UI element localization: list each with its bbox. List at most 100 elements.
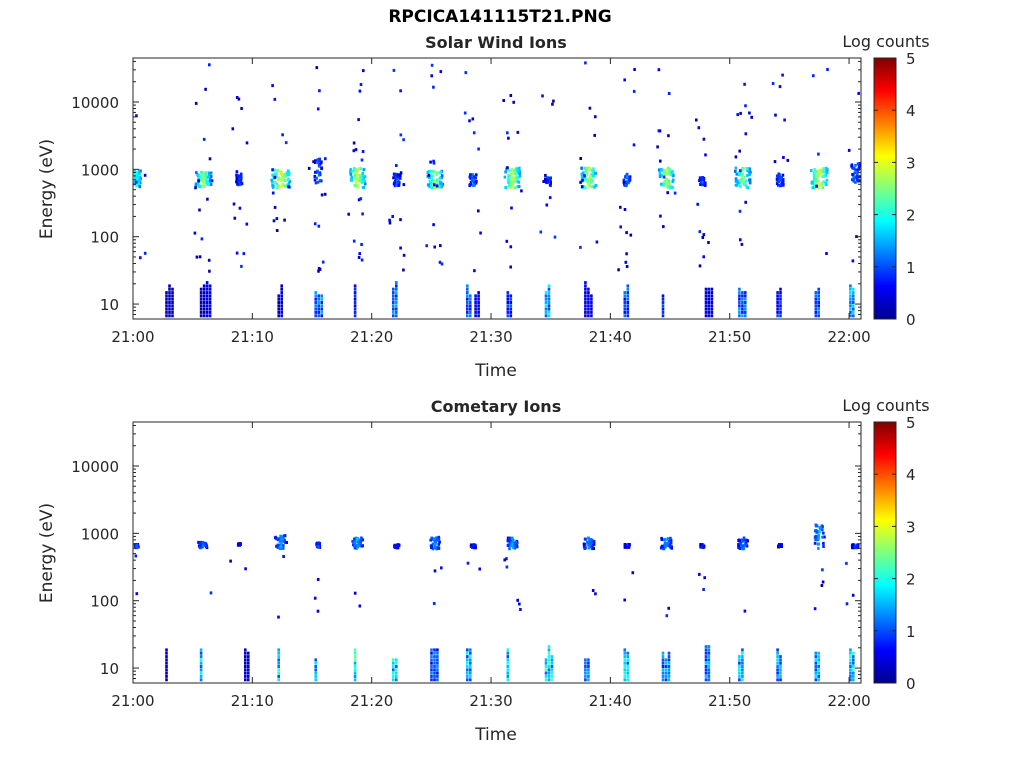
ion-cell — [395, 184, 398, 187]
low-energy-cell — [584, 314, 587, 318]
low-energy-cell — [626, 287, 630, 291]
ion-cell — [742, 536, 746, 540]
ion-cell — [359, 167, 362, 171]
ion-cell — [740, 540, 744, 544]
low-energy-cell — [849, 314, 852, 318]
low-energy-cell — [477, 291, 480, 295]
ion-cell — [625, 175, 629, 179]
background-count-cell — [659, 214, 662, 218]
ion-cell — [355, 170, 358, 174]
low-energy-cell — [587, 678, 590, 682]
ion-cell — [280, 543, 283, 546]
low-energy-cell — [433, 671, 436, 675]
background-count-cell — [619, 225, 622, 229]
background-count-cell — [430, 74, 433, 78]
ion-cell — [468, 182, 472, 186]
low-energy-cell — [817, 661, 820, 665]
x-axis-label: Time — [474, 725, 517, 745]
low-energy-cell — [584, 658, 587, 662]
background-count-cell — [143, 173, 147, 177]
low-energy-cell — [707, 310, 711, 314]
background-count-cell — [466, 561, 470, 565]
low-energy-cell — [320, 314, 323, 318]
ion-cell — [316, 180, 320, 184]
low-energy-cell — [623, 658, 627, 662]
low-energy-cell — [280, 314, 283, 318]
low-energy-cell — [199, 674, 203, 678]
background-count-cell — [657, 129, 661, 133]
low-energy-cell — [474, 314, 477, 318]
ion-cell — [856, 179, 860, 183]
ion-cell — [668, 543, 672, 547]
ion-cell — [511, 543, 515, 547]
background-count-cell — [139, 256, 142, 260]
ion-cell — [660, 182, 663, 186]
low-energy-cell — [776, 297, 779, 301]
background-count-cell — [359, 197, 363, 201]
background-count-cell — [312, 160, 315, 164]
low-energy-cell — [623, 678, 627, 682]
background-count-cell — [359, 83, 363, 86]
ion-cell — [351, 539, 354, 543]
ion-cell — [511, 171, 515, 175]
low-energy-cell — [277, 671, 280, 675]
low-energy-cell — [199, 287, 203, 291]
low-energy-cell — [353, 671, 357, 675]
ion-cell — [584, 186, 587, 190]
ion-cell — [279, 536, 283, 540]
background-count-cell — [317, 269, 320, 273]
low-energy-cell — [199, 651, 203, 655]
ion-cell — [472, 543, 476, 547]
low-energy-cell — [474, 301, 477, 304]
low-energy-cell — [849, 674, 852, 678]
background-count-cell — [282, 555, 285, 558]
low-energy-cell — [433, 668, 436, 672]
low-energy-cell — [466, 291, 469, 295]
background-count-cell — [580, 185, 584, 189]
background-count-cell — [548, 196, 552, 200]
low-energy-cell — [626, 671, 630, 675]
ion-cell — [318, 157, 321, 161]
ion-cell — [582, 545, 586, 549]
low-energy-cell — [168, 294, 171, 298]
low-energy-cell — [317, 304, 320, 308]
ion-cell — [205, 545, 208, 549]
ion-cell — [853, 545, 857, 549]
background-count-cell — [360, 158, 364, 162]
ion-cell — [584, 166, 587, 170]
low-energy-cell — [849, 294, 852, 298]
low-energy-cell — [704, 297, 708, 301]
ion-cell — [740, 544, 744, 548]
low-energy-cell — [817, 294, 820, 298]
low-energy-cell — [707, 678, 711, 682]
low-energy-cell — [738, 297, 741, 301]
low-energy-cell — [584, 291, 587, 295]
ion-cell — [587, 543, 590, 547]
low-energy-cell — [852, 307, 855, 311]
low-energy-cell — [776, 291, 779, 295]
background-count-cell — [748, 111, 751, 115]
ion-cell — [352, 166, 356, 170]
low-energy-cell — [353, 310, 357, 314]
ion-cell — [396, 176, 399, 180]
background-count-cell — [551, 102, 554, 106]
low-energy-cell — [852, 301, 855, 304]
ion-cell — [514, 540, 518, 544]
low-energy-cell — [584, 281, 587, 285]
low-energy-cell — [814, 297, 818, 301]
low-energy-cell — [852, 314, 855, 318]
low-energy-cell — [817, 655, 820, 659]
low-energy-cell — [392, 301, 395, 304]
ion-cell — [275, 182, 279, 186]
background-count-cell — [617, 268, 620, 272]
background-count-cell — [388, 221, 392, 225]
low-energy-cell — [776, 314, 779, 318]
low-energy-cell — [171, 291, 174, 295]
low-energy-cell — [814, 294, 818, 298]
low-energy-cell — [776, 310, 779, 314]
low-energy-cell — [738, 671, 741, 675]
low-energy-cell — [852, 310, 855, 314]
low-energy-cell — [314, 668, 317, 672]
ion-cell — [748, 181, 752, 185]
ion-cell — [584, 169, 588, 172]
